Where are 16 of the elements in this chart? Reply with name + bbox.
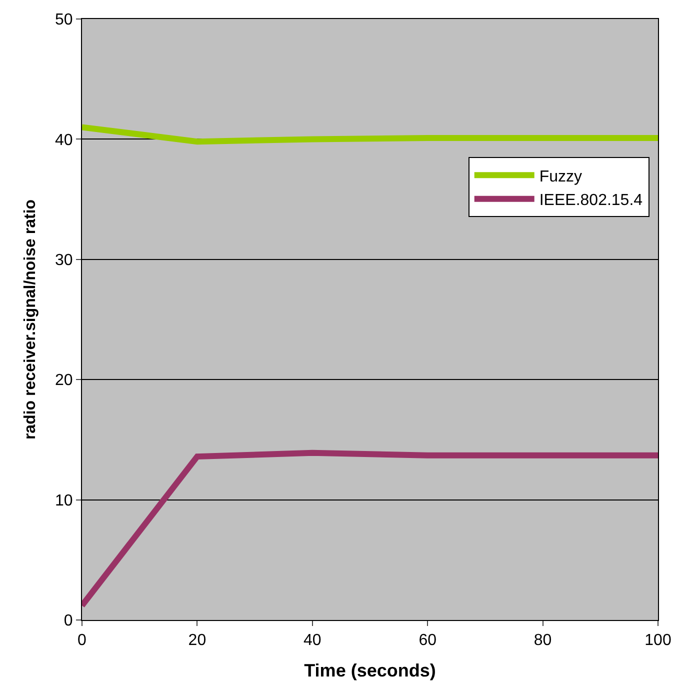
y-tick-label: 40 — [55, 132, 73, 149]
y-tick-label: 10 — [55, 492, 73, 510]
x-axis-title: Time (seconds) — [304, 660, 436, 680]
y-axis-title: radio receiver.signal/noise ratio — [22, 199, 39, 440]
x-tick-label: 20 — [188, 632, 206, 650]
x-tick-label: 80 — [534, 632, 552, 650]
y-tick-label: 50 — [55, 12, 73, 29]
x-tick-label: 0 — [78, 632, 87, 650]
y-tick-label: 20 — [55, 372, 73, 390]
x-tick-label: 100 — [644, 632, 672, 650]
legend-label: Fuzzy — [539, 168, 582, 186]
y-tick-label: 30 — [55, 252, 73, 269]
y-tick-label: 0 — [64, 612, 73, 630]
x-tick-label: 40 — [304, 632, 322, 650]
x-tick-label: 60 — [418, 632, 437, 650]
legend-label: IEEE.802.15.4 — [539, 192, 643, 210]
